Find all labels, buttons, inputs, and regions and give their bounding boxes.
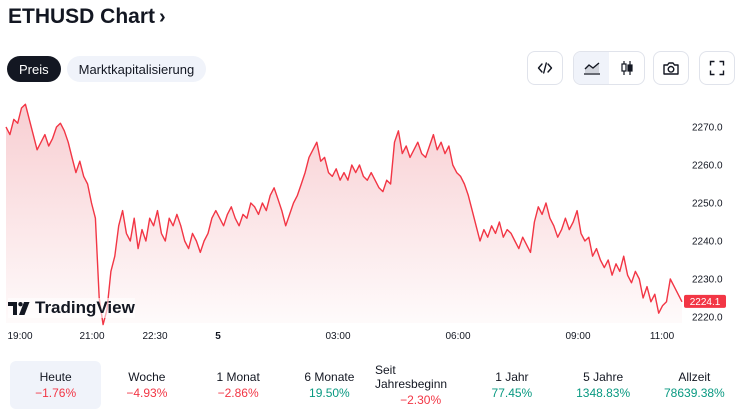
performance-periods: Heute −1.76% Woche −4.93% 1 Monat −2.86% 6 Mon… xyxy=(10,361,740,409)
code-icon xyxy=(537,62,553,74)
x-tick-label: 06:00 xyxy=(445,331,470,342)
period-label: Allzeit xyxy=(678,370,711,384)
period-button[interactable]: Allzeit 78639.38% xyxy=(649,361,740,409)
price-line xyxy=(5,103,683,326)
price-chart[interactable]: 2270.0 2260.0 2250.0 2240.0 2230.0 2220.0 19:… xyxy=(0,95,750,350)
tab-market-cap[interactable]: Marktkapitalisierung xyxy=(66,56,207,82)
period-label: 1 Jahr xyxy=(495,370,529,384)
area-chart-button[interactable] xyxy=(574,52,609,84)
y-tick-label: 2260.0 xyxy=(692,161,723,172)
period-change: 1348.83% xyxy=(576,386,631,400)
last-price-label: 2224.1 xyxy=(684,294,726,308)
y-tick-label: 2240.0 xyxy=(692,237,723,248)
chevron-right-icon: › xyxy=(159,5,166,28)
period-button[interactable]: Seit Jahresbeginn −2.30% xyxy=(375,361,466,409)
period-label: Heute xyxy=(39,370,72,384)
tradingview-logo-text: TradingView xyxy=(35,298,135,317)
candlestick-button[interactable] xyxy=(609,52,644,84)
x-tick-label: 5 xyxy=(215,331,221,342)
candlestick-icon xyxy=(620,61,633,75)
period-label: 5 Jahre xyxy=(583,370,624,384)
x-tick-label: 11:00 xyxy=(650,331,675,342)
chart-type-tabs: Preis Marktkapitalisierung xyxy=(7,56,207,82)
area-chart-icon xyxy=(583,62,600,75)
period-button[interactable]: Heute −1.76% xyxy=(10,361,102,409)
x-tick-label: 09:00 xyxy=(565,331,590,342)
y-tick-label: 2250.0 xyxy=(692,199,723,210)
camera-icon xyxy=(663,62,679,75)
period-button[interactable]: 1 Jahr 77.45% xyxy=(466,361,557,409)
x-axis: 19:00 21:00 22:30 5 03:00 06:00 09:00 11:00 xyxy=(7,331,674,342)
period-label: 1 Monat xyxy=(216,370,260,384)
y-tick-label: 2270.0 xyxy=(692,123,723,134)
tab-price[interactable]: Preis xyxy=(7,56,61,82)
x-tick-label: 03:00 xyxy=(325,331,350,342)
period-button[interactable]: 1 Monat −2.86% xyxy=(193,361,284,409)
period-label: Woche xyxy=(128,370,166,384)
period-change: 19.50% xyxy=(309,386,350,400)
tradingview-logo-icon xyxy=(8,301,30,315)
period-change: 78639.38% xyxy=(664,386,725,400)
x-tick-label: 19:00 xyxy=(7,331,32,342)
period-change: −1.76% xyxy=(35,386,77,400)
fullscreen-button[interactable] xyxy=(699,51,735,85)
period-button[interactable]: Woche −4.93% xyxy=(101,361,192,409)
y-tick-label: 2230.0 xyxy=(692,275,723,286)
period-button[interactable]: 5 Jahre 1348.83% xyxy=(558,361,649,409)
period-change: −4.93% xyxy=(126,386,168,400)
y-tick-label: 2220.0 xyxy=(692,313,723,324)
snapshot-button[interactable] xyxy=(653,51,689,85)
period-label: 6 Monate xyxy=(304,370,355,384)
x-tick-label: 21:00 xyxy=(79,331,104,342)
page-title-text: ETHUSD Chart xyxy=(8,5,156,28)
x-tick-label: 22:30 xyxy=(142,331,167,342)
page-title[interactable]: ETHUSD Chart › xyxy=(8,5,166,29)
chart-style-toggle xyxy=(573,51,645,85)
fullscreen-icon xyxy=(709,60,725,76)
tradingview-logo[interactable]: TradingView xyxy=(8,298,135,318)
period-label: Seit Jahresbeginn xyxy=(375,363,448,391)
price-area-fill xyxy=(6,104,682,325)
embed-button[interactable] xyxy=(527,51,563,85)
period-button[interactable]: 6 Monate 19.50% xyxy=(284,361,375,409)
last-price-value: 2224.1 xyxy=(690,297,721,308)
period-change: −2.30% xyxy=(400,393,442,407)
period-change: 77.45% xyxy=(491,386,533,400)
period-change: −2.86% xyxy=(217,386,259,400)
y-axis: 2270.0 2260.0 2250.0 2240.0 2230.0 2220.0 xyxy=(692,123,723,324)
